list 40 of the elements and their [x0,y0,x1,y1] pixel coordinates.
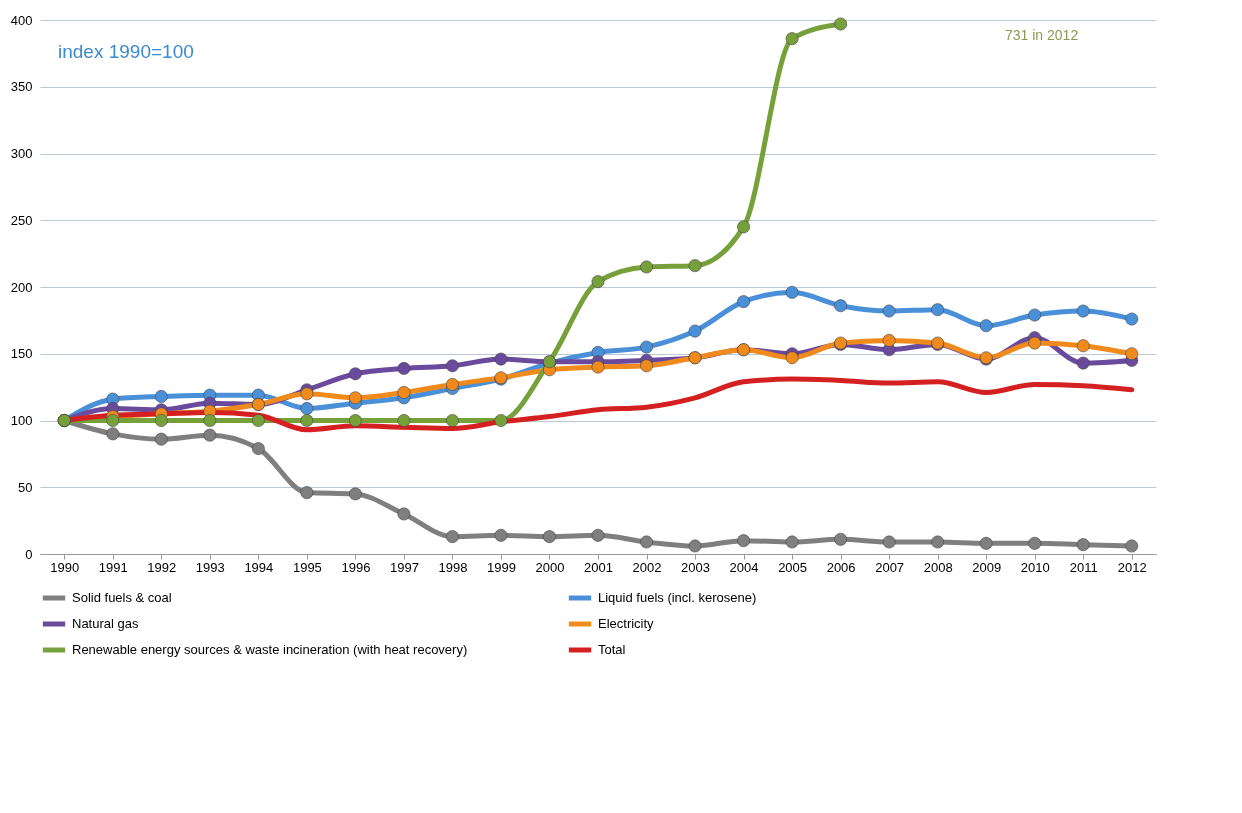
x-tick-label: 1991 [98,559,128,575]
y-tick-label: 250 [10,212,33,228]
x-tick-label: 2012 [1117,559,1147,575]
x-tick-label: 1996 [341,559,371,575]
x-tick-label: 2010 [1020,559,1050,575]
y-tick-label: 150 [10,346,33,362]
x-tick-label: 2004 [729,559,759,575]
y-tick-label: 400 [10,12,33,28]
y-tick-label: 50 [18,479,33,495]
x-tick-label: 2002 [632,559,662,575]
y-tick-label: 100 [10,413,33,428]
x-tick-label: 2005 [778,559,808,575]
x-tick-label: 2003 [681,559,710,575]
x-tick-label: 2009 [972,559,1002,575]
x-tick-label: 2007 [875,559,905,575]
x-tick-label: 1997 [389,559,419,575]
legend-label: Electricity [598,616,655,631]
legend-label: Natural gas [72,616,139,631]
annotation: index 1990=100 [58,41,194,62]
x-tick-label: 1999 [487,559,516,575]
x-tick-label: 2011 [1069,559,1098,575]
legend-label: Total [598,642,626,657]
x-tick-label: 1998 [438,559,468,575]
legend-label: Renewable energy sources & waste incineration (with heat recovery) [72,642,468,657]
x-tick-label: 2008 [923,559,953,575]
x-tick-label: 1994 [244,559,274,575]
x-tick-label: 2000 [535,559,565,575]
x-tick-label: 1993 [195,559,225,575]
x-tick-label: 2001 [584,559,613,575]
legend-label: Solid fuels & coal [72,590,172,605]
x-tick-label: 1990 [50,559,80,575]
x-tick-label: 1992 [147,559,177,575]
x-tick-label: 1995 [292,559,322,575]
y-tick-label: 300 [10,146,33,161]
annotation: 731 in 2012 [1005,27,1079,43]
x-tick-label: 2006 [826,559,856,575]
y-tick-label: 0 [25,546,33,562]
y-tick-label: 350 [10,79,33,95]
legend-label: Liquid fuels (incl. kerosene) [598,590,757,605]
y-tick-label: 200 [10,279,33,295]
